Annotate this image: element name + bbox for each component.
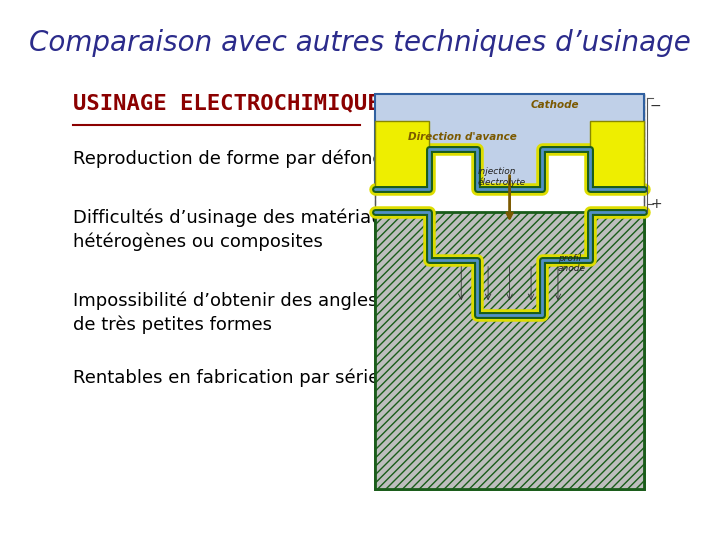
Polygon shape — [375, 212, 644, 489]
Text: profil
anode: profil anode — [558, 254, 586, 273]
Text: Direction d'avance: Direction d'avance — [408, 132, 516, 142]
Text: Cathode: Cathode — [531, 100, 580, 111]
Text: injection
électrolyte: injection électrolyte — [477, 167, 526, 187]
Bar — [375, 93, 644, 489]
Polygon shape — [375, 122, 429, 188]
Text: USINAGE ELECTROCHIMIQUE: USINAGE ELECTROCHIMIQUE — [73, 93, 381, 113]
Polygon shape — [590, 122, 644, 188]
Polygon shape — [375, 212, 644, 489]
Text: +: + — [650, 198, 662, 211]
Text: Comparaison avec autres techniques d’usinage: Comparaison avec autres techniques d’usi… — [29, 30, 691, 57]
Polygon shape — [375, 93, 644, 188]
Text: Difficultés d’usinage des matériaux
hétérogènes ou composites: Difficultés d’usinage des matériaux hété… — [73, 208, 393, 251]
Text: Rentables en fabrication par série: Rentables en fabrication par série — [73, 369, 379, 387]
Text: Impossibilité d’obtenir des angles vifs et
de très petites formes: Impossibilité d’obtenir des angles vifs … — [73, 292, 438, 334]
Text: Reproduction de forme par défonçage: Reproduction de forme par défonçage — [73, 150, 416, 168]
Text: −: − — [650, 98, 662, 112]
